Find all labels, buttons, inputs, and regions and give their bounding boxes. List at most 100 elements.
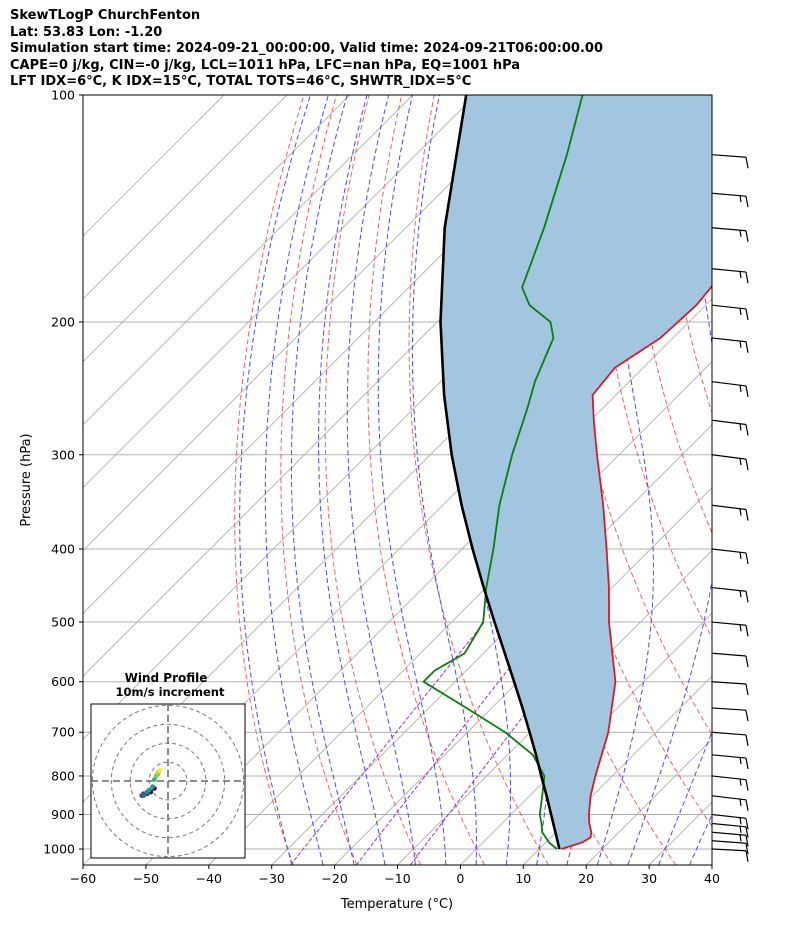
- dry-adiabat: [280, 95, 358, 865]
- x-tick-label: −50: [133, 871, 159, 886]
- y-tick-label: 1000: [43, 842, 75, 857]
- wind-barb-half-flag: [739, 340, 742, 348]
- wind-barb: [711, 304, 749, 321]
- wind-barb: [711, 504, 749, 521]
- moist-adiabat: [264, 95, 329, 865]
- wind-barb-half-flag: [739, 590, 742, 598]
- wind-barb-flag: [745, 683, 749, 696]
- isotherm: [83, 95, 414, 426]
- isotherm: [83, 95, 351, 363]
- wind-barb: [711, 586, 749, 603]
- wind-barb-flag: [745, 271, 749, 284]
- hodograph-plot: [91, 704, 245, 858]
- isotherm: [522, 675, 712, 865]
- wind-barb-flag: [745, 591, 749, 603]
- wind-barb-flag: [745, 196, 749, 208]
- x-tick-label: 0: [456, 871, 464, 886]
- y-tick-label: 900: [51, 807, 75, 822]
- wind-barb-staff: [711, 681, 747, 685]
- wind-barb-flag: [745, 710, 749, 722]
- wind-barb-half-flag: [739, 423, 742, 431]
- x-tick-label: 10: [515, 871, 531, 886]
- wind-barb-half-flag: [739, 834, 742, 842]
- wind-barb-staff: [711, 848, 747, 852]
- wind-barb-half-flag: [739, 756, 742, 765]
- dewpoint-line: [422, 95, 584, 850]
- moist-adiabat: [658, 730, 712, 865]
- dry-adiabat: [234, 95, 305, 865]
- wind-barb-flag: [745, 779, 749, 791]
- wind-barb-staff: [711, 268, 747, 273]
- wind-barb-half-flag: [739, 270, 742, 279]
- moist-adiabat: [720, 95, 794, 865]
- y-axis-label: Pressure (hPa): [19, 433, 34, 526]
- isotherm: [83, 95, 225, 237]
- y-tick-label: 300: [51, 447, 75, 462]
- wind-barb: [711, 754, 749, 770]
- isotherm: [334, 486, 712, 865]
- wind-barb-half-flag: [739, 384, 742, 393]
- dry-adiabat: [594, 95, 712, 639]
- wind-barb-half-flag: [739, 624, 742, 632]
- x-tick-label: −30: [259, 871, 285, 886]
- moist-adiabat: [318, 95, 386, 865]
- wind-barb: [711, 227, 749, 242]
- wind-barb: [711, 795, 749, 811]
- wind-barb-flag: [745, 459, 749, 471]
- wind-barb-half-flag: [739, 798, 742, 806]
- isotherm: [397, 549, 712, 865]
- wind-barb: [711, 454, 749, 471]
- wind-barb-half-flag: [739, 508, 742, 516]
- wind-barb-staff: [711, 840, 747, 844]
- wind-barb: [711, 831, 749, 847]
- x-tick-label: −40: [196, 871, 222, 886]
- wind-barb: [711, 192, 749, 208]
- wind-barb-staff: [711, 652, 747, 657]
- wind-barb-staff: [711, 621, 747, 626]
- x-tick-label: −20: [321, 871, 347, 886]
- wind-barb: [711, 621, 749, 637]
- dry-adiabat: [367, 95, 485, 865]
- cape-cin-shading: [440, 95, 712, 849]
- y-tick-label: 100: [51, 88, 75, 103]
- wind-barb: [711, 775, 749, 791]
- wind-barb-staff: [711, 795, 747, 801]
- dry-adiabat: [324, 95, 422, 865]
- hodograph-point: [150, 784, 156, 789]
- parcel-line: [439, 95, 561, 850]
- y-tick-label: 400: [51, 541, 75, 556]
- wind-barbs: [711, 154, 749, 862]
- wind-barb-flag: [745, 230, 749, 242]
- wind-barb: [711, 381, 749, 398]
- hodograph-title: Wind Profile: [125, 671, 208, 685]
- moist-adiabat: [290, 95, 355, 865]
- y-tick-label: 700: [51, 725, 75, 740]
- wind-barb: [711, 707, 749, 722]
- wind-barb-flag: [745, 835, 749, 847]
- axes: −60 −50 −40 −30 −20 −10 0 10 20 30 40 100 200 300 400 5…: [43, 88, 720, 887]
- wind-barb: [711, 840, 749, 855]
- wind-barb-flag: [745, 625, 749, 637]
- wind-barb-staff: [711, 586, 747, 592]
- temperature-line: [561, 284, 712, 850]
- x-tick-label: 40: [704, 871, 720, 886]
- wind-barb-flag: [745, 552, 749, 565]
- hodograph-subtitle: 10m/s increment: [116, 685, 225, 699]
- x-tick-label: −60: [70, 871, 96, 886]
- wind-barb-flag: [745, 424, 749, 436]
- isotherm: [271, 424, 712, 865]
- wind-barb-flag: [745, 157, 749, 169]
- wind-barb: [711, 813, 749, 830]
- moist-adiabat: [377, 95, 447, 865]
- wind-barb-staff: [711, 548, 747, 554]
- wind-barb-half-flag: [739, 307, 742, 316]
- wind-barb-flag: [745, 843, 749, 855]
- y-tick-label: 200: [51, 314, 75, 329]
- isotherm: [83, 95, 288, 300]
- wind-barb: [711, 548, 749, 565]
- mixing-ratio-line: [290, 621, 485, 865]
- wind-barb-flag: [745, 757, 749, 770]
- wind-barb-half-flag: [739, 458, 742, 466]
- chart-title-block: SkewTLogP ChurchFenton Lat: 53.83 Lon: -…: [10, 8, 603, 91]
